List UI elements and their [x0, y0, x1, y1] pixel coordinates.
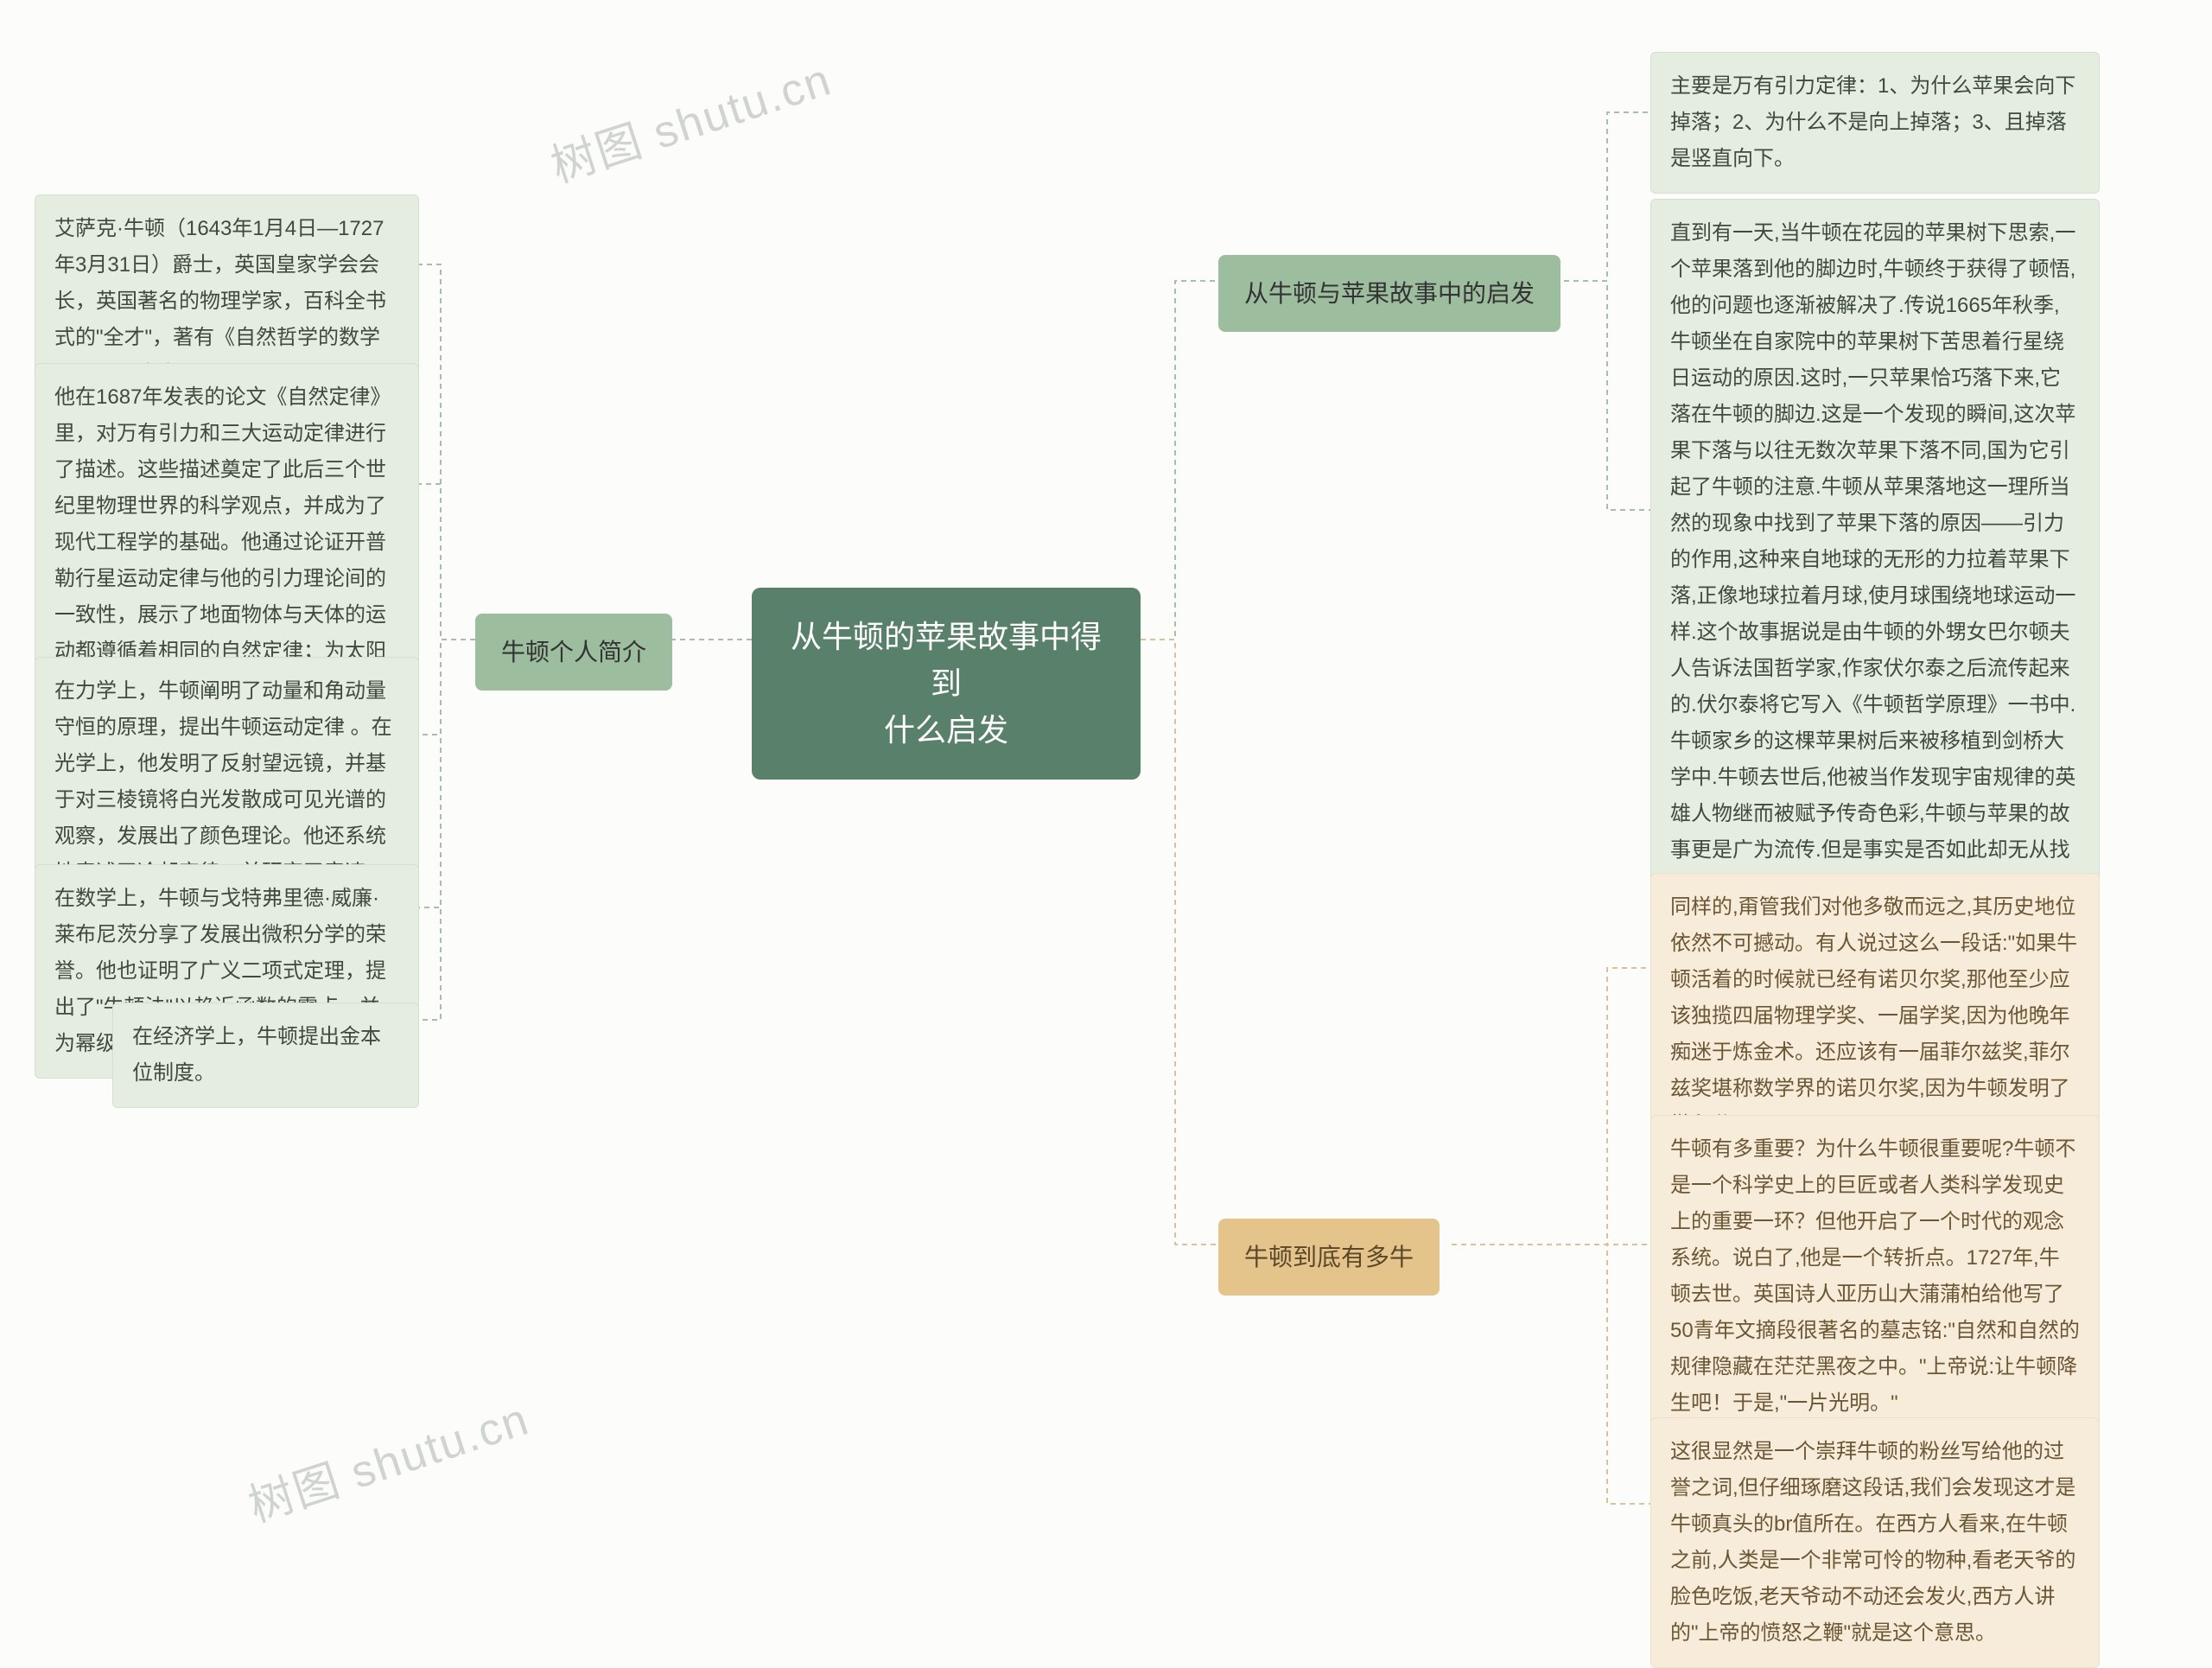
center-label-line2: 什么启发 [786, 707, 1106, 754]
branch-great[interactable]: 牛顿到底有多牛 [1218, 1219, 1440, 1296]
leaf-apple-1[interactable]: 主要是万有引力定律：1、为什么苹果会向下掉落；2、为什么不是向上掉落；3、且掉落… [1650, 52, 2100, 194]
branch-great-label: 牛顿到底有多牛 [1244, 1244, 1414, 1270]
leaf-great-3[interactable]: 这很显然是一个崇拜牛顿的粉丝写给他的过誉之词,但仔细琢磨这段话,我们会发现这才是… [1650, 1417, 2100, 1668]
leaf-great-1-text: 同样的,甭管我们对他多敬而远之,其历史地位依然不可撼动。有人说过这么一段话:"如… [1670, 895, 2077, 1136]
center-node[interactable]: 从牛顿的苹果故事中得到 什么启发 [752, 588, 1141, 780]
branch-apple[interactable]: 从牛顿与苹果故事中的启发 [1218, 255, 1560, 332]
leaf-apple-1-text: 主要是万有引力定律：1、为什么苹果会向下掉落；2、为什么不是向上掉落；3、且掉落… [1670, 74, 2075, 170]
leaf-great-2[interactable]: 牛顿有多重要？为什么牛顿很重要呢?牛顿不是一个科学史上的巨匠或者人类科学发现史上… [1650, 1115, 2100, 1438]
leaf-great-2-text: 牛顿有多重要？为什么牛顿很重要呢?牛顿不是一个科学史上的巨匠或者人类科学发现史上… [1670, 1137, 2080, 1415]
leaf-intro-1-text: 艾萨克·牛顿（1643年1月4日—1727年3月31日）爵士，英国皇家学会会长，… [54, 217, 386, 385]
center-label-line1: 从牛顿的苹果故事中得到 [786, 614, 1106, 707]
leaf-apple-2-text: 直到有一天,当牛顿在花园的苹果树下思索,一个苹果落到他的脚边时,牛顿终于获得了顿… [1670, 221, 2075, 898]
leaf-intro-5[interactable]: 在经济学上，牛顿提出金本位制度。 [112, 1003, 419, 1108]
watermark: 树图 shutu.cn [542, 43, 839, 194]
watermark: 树图 shutu.cn [239, 1383, 537, 1534]
leaf-intro-3-text: 在力学上，牛顿阐明了动量和角动量守恒的原理，提出牛顿运动定律 。在光学上，他发明… [54, 679, 392, 884]
leaf-intro-5-text: 在经济学上，牛顿提出金本位制度。 [132, 1025, 381, 1085]
branch-apple-label: 从牛顿与苹果故事中的启发 [1244, 280, 1535, 307]
branch-intro[interactable]: 牛顿个人简介 [475, 614, 672, 691]
leaf-apple-2[interactable]: 直到有一天,当牛顿在花园的苹果树下思索,一个苹果落到他的脚边时,牛顿终于获得了顿… [1650, 199, 2100, 921]
leaf-great-3-text: 这很显然是一个崇拜牛顿的粉丝写给他的过誉之词,但仔细琢磨这段话,我们会发现这才是… [1670, 1440, 2075, 1645]
branch-intro-label: 牛顿个人简介 [501, 639, 646, 665]
